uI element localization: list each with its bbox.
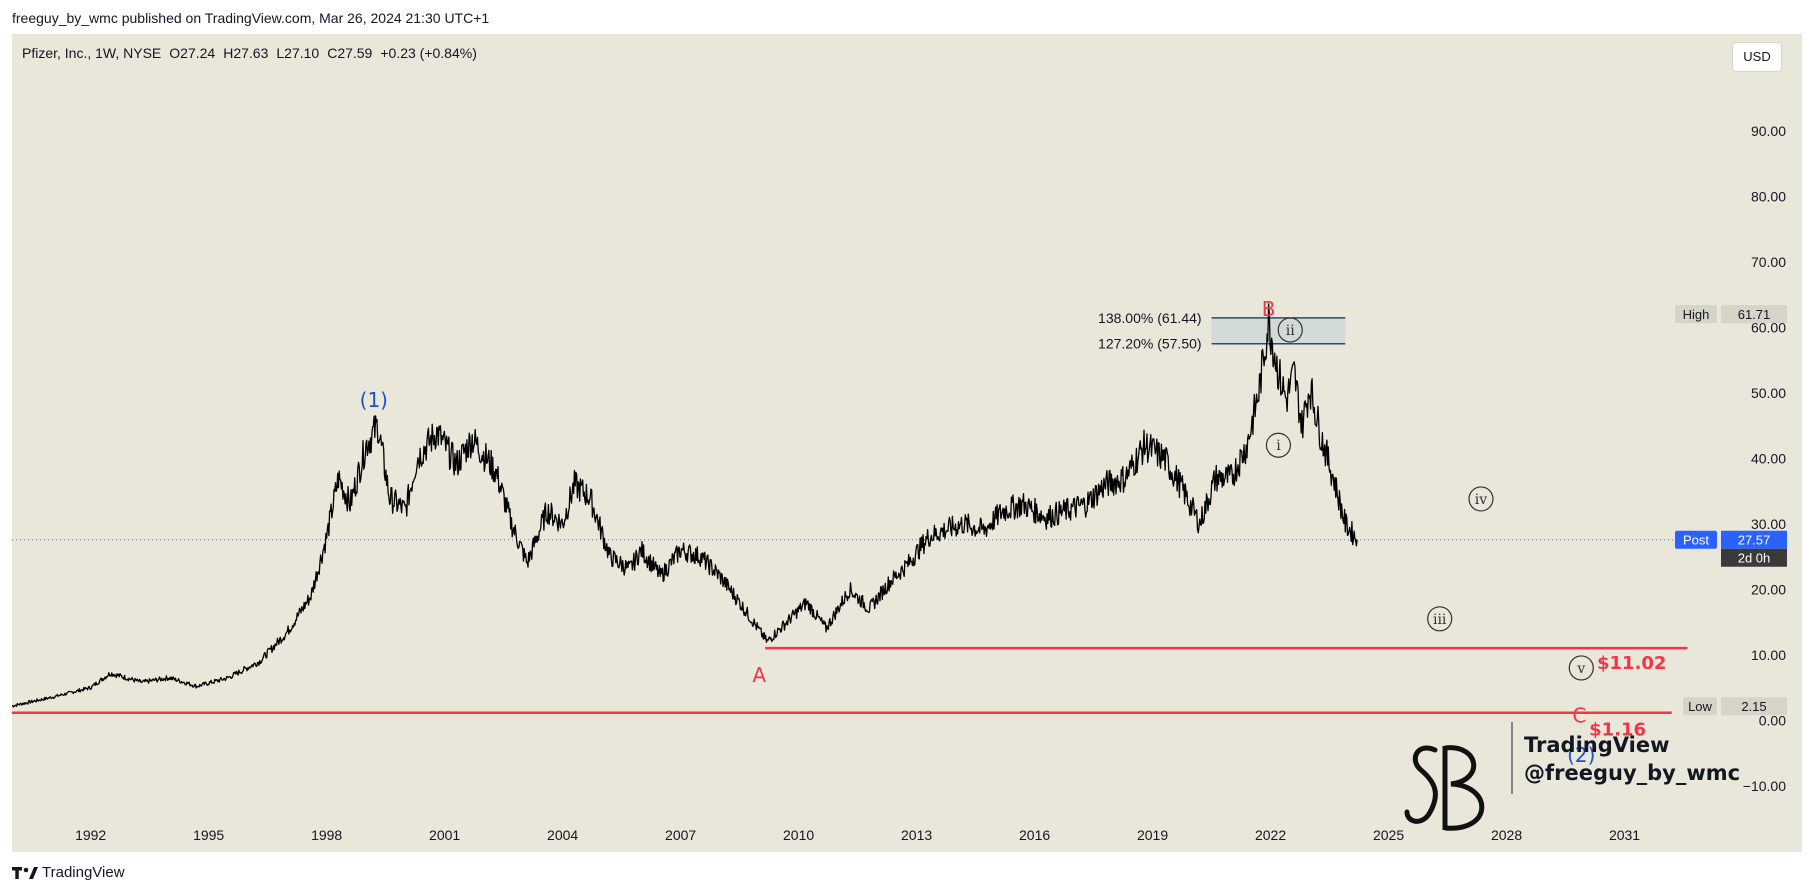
time-axis-tick-label: 2031 <box>1609 827 1640 843</box>
sb-monogram-logo <box>1404 745 1485 831</box>
ohlc-open: O27.24 <box>169 45 216 61</box>
countdown-label: 2d 0h <box>1738 551 1771 566</box>
footer-brand[interactable]: TradingView <box>12 864 125 881</box>
publisher-line: freeguy_by_wmc published on TradingView.… <box>12 10 490 26</box>
time-axis-tick-label: 2028 <box>1491 827 1522 843</box>
time-axis-tick-label: 2007 <box>665 827 696 843</box>
time-axis-tick-label: 1998 <box>311 827 342 843</box>
wave-circle <box>1468 486 1494 512</box>
low-badge-tag <box>1683 697 1717 716</box>
time-axis-tick-label: 2010 <box>783 827 814 843</box>
price-axis-tick-label: 30.00 <box>1751 516 1786 532</box>
time-axis: 1992 1995 1998 2001 2004 2007 2010 2013 2016 2019… <box>75 827 1640 843</box>
price-axis-tick-label: 50.00 <box>1751 385 1786 401</box>
low-badge-box <box>1721 697 1787 716</box>
ohlc-low: L27.10 <box>276 45 320 61</box>
post-badge-value: 27.57 <box>1738 533 1771 548</box>
time-axis-tick-label: 2019 <box>1137 827 1168 843</box>
price-axis-tick-label: 0.00 <box>1759 712 1786 728</box>
high-badge-box <box>1721 305 1787 324</box>
low-badge-label: Low <box>1688 699 1712 714</box>
wave-label-minor: v <box>1576 661 1585 677</box>
wave-label-major: C <box>1572 704 1586 728</box>
wave-circle <box>1265 432 1292 458</box>
wave-label-major: (1) <box>360 388 388 412</box>
ohlc-high: H27.63 <box>223 45 269 61</box>
post-badge-tag <box>1675 530 1717 549</box>
chart-pane[interactable]: 138.00% (61.44) 127.20% (57.50) $11.02 $1… <box>12 34 1802 852</box>
support-lines: $11.02 $1.16 <box>12 646 1688 741</box>
price-axis-tick-label: 60.00 <box>1751 319 1786 335</box>
high-badge-label: High <box>1683 307 1710 322</box>
price-axis-tick-label: 10.00 <box>1751 647 1786 663</box>
wave-label-minor: iii <box>1433 612 1447 628</box>
wave-label-major: (2) <box>1567 743 1595 767</box>
time-axis-tick-label: 2013 <box>901 827 932 843</box>
post-badge-label: Post <box>1683 533 1709 548</box>
currency-button[interactable]: USD <box>1732 42 1782 72</box>
wave-circle <box>1427 606 1453 632</box>
symbol-legend[interactable]: Pfizer, Inc., 1W, NYSE O27.24 H27.63 L27.10… <box>22 45 485 61</box>
wave-circle <box>1277 317 1303 343</box>
time-axis-tick-label: 1995 <box>193 827 224 843</box>
wave-label-minor: i <box>1276 438 1281 454</box>
wave-label-major: B <box>1262 297 1276 321</box>
time-axis-tick-label: 2022 <box>1255 827 1286 843</box>
tradingview-logo-icon <box>12 866 38 879</box>
price-axis-tick-label: 70.00 <box>1751 254 1786 270</box>
watermark-brand: TradingView <box>1524 733 1669 757</box>
price-axis: 90.00 80.00 70.00 60.00 50.00 40.00 30.00 20.00… <box>1743 123 1786 794</box>
post-badge-box <box>1721 530 1787 549</box>
price-chart[interactable]: 138.00% (61.44) 127.20% (57.50) $11.02$1… <box>12 34 1802 852</box>
price-axis-tick-label: 90.00 <box>1751 123 1786 139</box>
author-watermark: TradingView @freeguy_by_wmc <box>1404 722 1740 831</box>
high-badge-value: 61.71 <box>1738 307 1771 322</box>
support-price-label: $1.16 <box>1589 720 1646 741</box>
price-axis-tick-label: 80.00 <box>1751 188 1786 204</box>
time-axis-tick-label: 2016 <box>1019 827 1050 843</box>
price-series-line <box>12 303 1358 708</box>
time-axis-tick-label: 1992 <box>75 827 106 843</box>
price-axis-tick-label: 40.00 <box>1751 450 1786 466</box>
high-badge-tag <box>1675 305 1717 324</box>
ohlc-close: C27.59 <box>327 45 373 61</box>
ohlc-change: +0.23 (+0.84%) <box>380 45 477 61</box>
price-axis-tick-label: −10.00 <box>1743 778 1786 794</box>
symbol-name: Pfizer, Inc., 1W, NYSE <box>22 45 162 61</box>
wave-label-minor: iv <box>1475 492 1487 508</box>
wave-label-major: A <box>752 663 766 687</box>
countdown-box <box>1721 548 1787 567</box>
time-axis-tick-label: 2025 <box>1373 827 1404 843</box>
wave-circle <box>1568 655 1594 681</box>
price-axis-badges: High 61.71 Low 2.15 Post 27.57 2d 0h <box>1675 305 1787 716</box>
time-axis-tick-label: 2004 <box>547 827 578 843</box>
support-price-label: $11.02 <box>1597 653 1666 674</box>
time-axis-tick-label: 2001 <box>429 827 460 843</box>
low-badge-value: 2.15 <box>1741 699 1766 714</box>
footer-brand-text: TradingView <box>42 864 125 881</box>
price-axis-tick-label: 20.00 <box>1751 581 1786 597</box>
watermark-author: @freeguy_by_wmc <box>1524 761 1740 785</box>
fib-level-label: 127.20% (57.50) <box>1098 336 1202 352</box>
wave-label-minor: ii <box>1286 323 1295 339</box>
fib-level-label: 138.00% (61.44) <box>1098 310 1202 326</box>
